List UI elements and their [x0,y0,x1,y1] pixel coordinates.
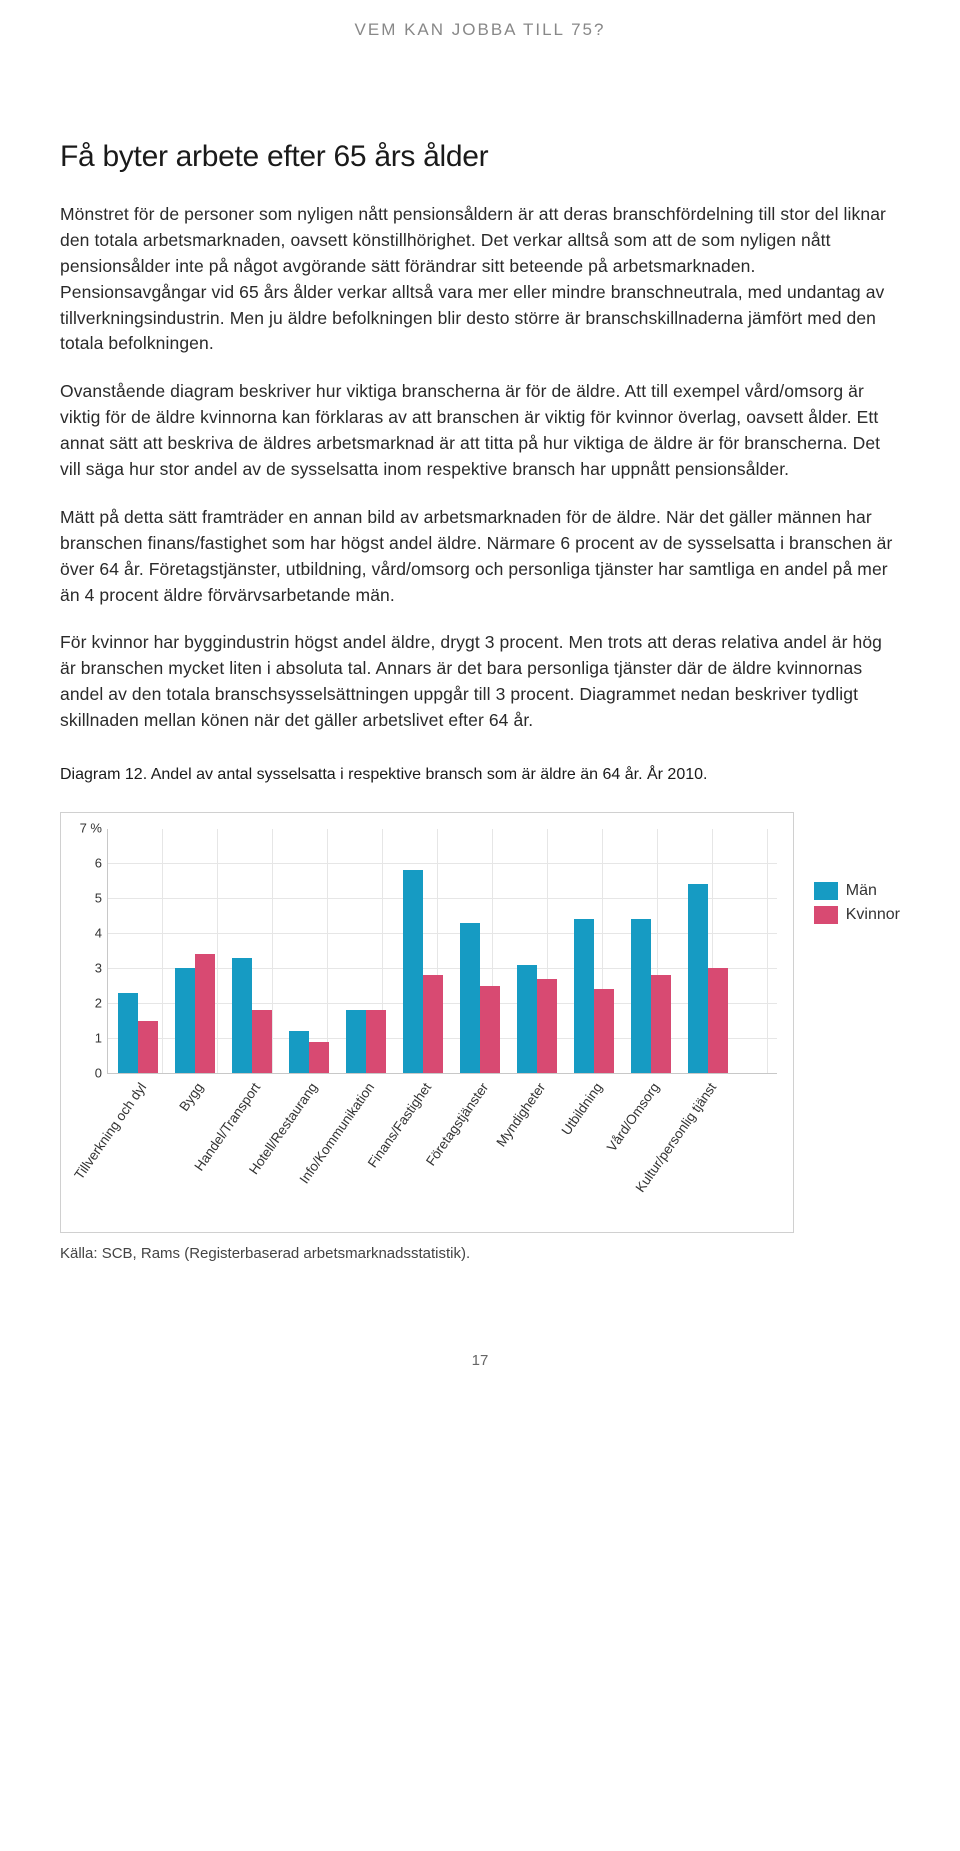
legend-label: Män [846,882,877,900]
bar [403,870,423,1073]
legend-item: Män [814,882,900,900]
chart-xaxis: Tillverkning och dylByggHandel/Transport… [107,1074,777,1224]
xtick-label: Utbildning [559,1080,606,1138]
bar [517,965,537,1074]
bar [708,968,728,1073]
chart-box: 01234567 % Tillverkning och dylByggHande… [60,812,794,1233]
xtick-label: Tillverkning och dyl [71,1080,149,1182]
bar [631,919,651,1073]
ytick-label: 0 [95,1066,102,1081]
bar [460,923,480,1074]
bar-group [460,923,500,1074]
bar [195,954,215,1073]
bar-group [688,884,728,1073]
legend-swatch [814,906,838,924]
ytick-label: 2 [95,996,102,1011]
bar [232,958,252,1074]
ytick-label: 3 [95,961,102,976]
ytick-label: 1 [95,1031,102,1046]
bar [252,1010,272,1073]
chart-legend: Män Kvinnor [814,882,900,930]
xtick-label: Bygg [176,1080,206,1114]
bar-group [232,958,272,1074]
bar [175,968,195,1073]
bar-group [175,954,215,1073]
source-note: Källa: SCB, Rams (Registerbaserad arbets… [60,1245,900,1262]
chart-grid: 01234567 % [107,829,777,1074]
bar [118,993,138,1074]
ytick-label: 6 [95,856,102,871]
ytick-label: 4 [95,926,102,941]
bar [138,1021,158,1074]
bar [423,975,443,1073]
ytick-label: 5 [95,891,102,906]
bar [480,986,500,1074]
bar-group [574,919,614,1073]
xtick-label: Myndigheter [493,1080,548,1149]
bar [366,1010,386,1073]
bar-group [403,870,443,1073]
body-paragraph: Mönstret för de personer som nyligen nåt… [60,202,900,357]
diagram-title: Diagram 12. Andel av antal sysselsatta i… [60,766,900,784]
bar [346,1010,366,1073]
page-header: VEM KAN JOBBA TILL 75? [60,20,900,40]
body-paragraph: Ovanstående diagram beskriver hur viktig… [60,379,900,483]
bar [289,1031,309,1073]
section-heading: Få byter arbete efter 65 års ålder [60,140,900,174]
xtick-label: Företagstjänster [423,1080,491,1169]
ytick-label: 7 % [80,821,102,836]
chart-container: 01234567 % Tillverkning och dylByggHande… [60,812,900,1233]
bar [651,975,671,1073]
body-paragraph: För kvinnor har byggindustrin högst ande… [60,630,900,734]
legend-label: Kvinnor [846,906,900,924]
bar [594,989,614,1073]
legend-swatch [814,882,838,900]
bar [309,1042,329,1074]
bar [688,884,708,1073]
xtick-label: Vård/Omsorg [604,1080,662,1154]
legend-item: Kvinnor [814,906,900,924]
page-number: 17 [60,1352,900,1369]
bar-group [517,965,557,1074]
bar-group [631,919,671,1073]
bar [574,919,594,1073]
bar-group [346,1010,386,1073]
bar-group [289,1031,329,1073]
bar [537,979,557,1074]
body-paragraph: Mätt på detta sätt framträder en annan b… [60,505,900,609]
bar-group [118,993,158,1074]
